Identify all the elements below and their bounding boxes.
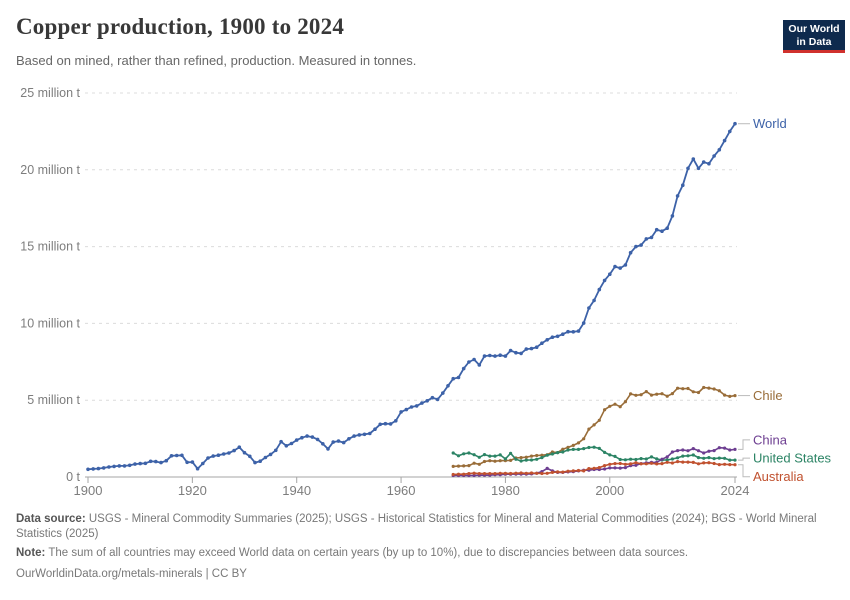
series-label-china[interactable]: China [753, 432, 788, 447]
data-source-text: USGS - Mineral Commodity Summaries (2025… [16, 513, 817, 540]
y-axis-tick-label: 15 million t [20, 240, 80, 254]
series-label-united-states[interactable]: United States [753, 451, 832, 466]
owid-logo[interactable]: Our World in Data [783, 20, 845, 53]
owid-logo-line1: Our World [788, 23, 840, 35]
note-label: Note: [16, 547, 46, 559]
chart-area[interactable]: 0 t 5 million t 10 million t 15 million t 20… [0, 0, 850, 505]
y-axis-tick-label: 25 million t [20, 86, 80, 100]
y-axis-tick-label: 0 t [66, 470, 80, 484]
citation-line: OurWorldinData.org/metals-minerals | CC … [16, 567, 836, 582]
data-source-line: Data source: USGS - Mineral Commodity Su… [16, 512, 836, 542]
x-axis-tick-label: 1920 [178, 483, 207, 498]
license-label[interactable]: CC BY [211, 568, 247, 580]
chart-footer: Data source: USGS - Mineral Commodity Su… [16, 512, 836, 586]
x-axis-tick-label: 2024 [721, 483, 750, 498]
note-text: The sum of all countries may exceed Worl… [45, 547, 689, 559]
owid-logo-line2: in Data [796, 35, 832, 48]
series-label-chile[interactable]: Chile [753, 388, 783, 403]
series-line-world [87, 122, 736, 471]
x-axis-tick-label: 1940 [282, 483, 311, 498]
chart-subtitle: Based on mined, rather than refined, pro… [16, 53, 417, 68]
y-axis-tick-label: 20 million t [20, 163, 80, 177]
x-axis-tick-label: 1980 [491, 483, 520, 498]
data-source-label: Data source: [16, 513, 86, 525]
citation-divider: | [202, 568, 212, 580]
page-title: Copper production, 1900 to 2024 [16, 14, 345, 39]
copper-production-line-chart[interactable]: 0 t 5 million t 10 million t 15 million t 20… [0, 0, 850, 505]
owid-url-link[interactable]: OurWorldinData.org/metals-minerals [16, 568, 203, 580]
chart-header: Copper production, 1900 to 2024 Based on… [0, 0, 850, 80]
y-axis-tick-label: 10 million t [20, 316, 80, 330]
series-label-world[interactable]: World [753, 116, 787, 131]
x-axis-tick-label: 2000 [595, 483, 624, 498]
series-label-australia[interactable]: Australia [753, 469, 804, 484]
note-line: Note: The sum of all countries may excee… [16, 546, 836, 561]
x-axis-tick-label: 1960 [387, 483, 416, 498]
x-axis-tick-label: 1900 [74, 483, 103, 498]
y-axis-tick-label: 5 million t [27, 393, 80, 407]
